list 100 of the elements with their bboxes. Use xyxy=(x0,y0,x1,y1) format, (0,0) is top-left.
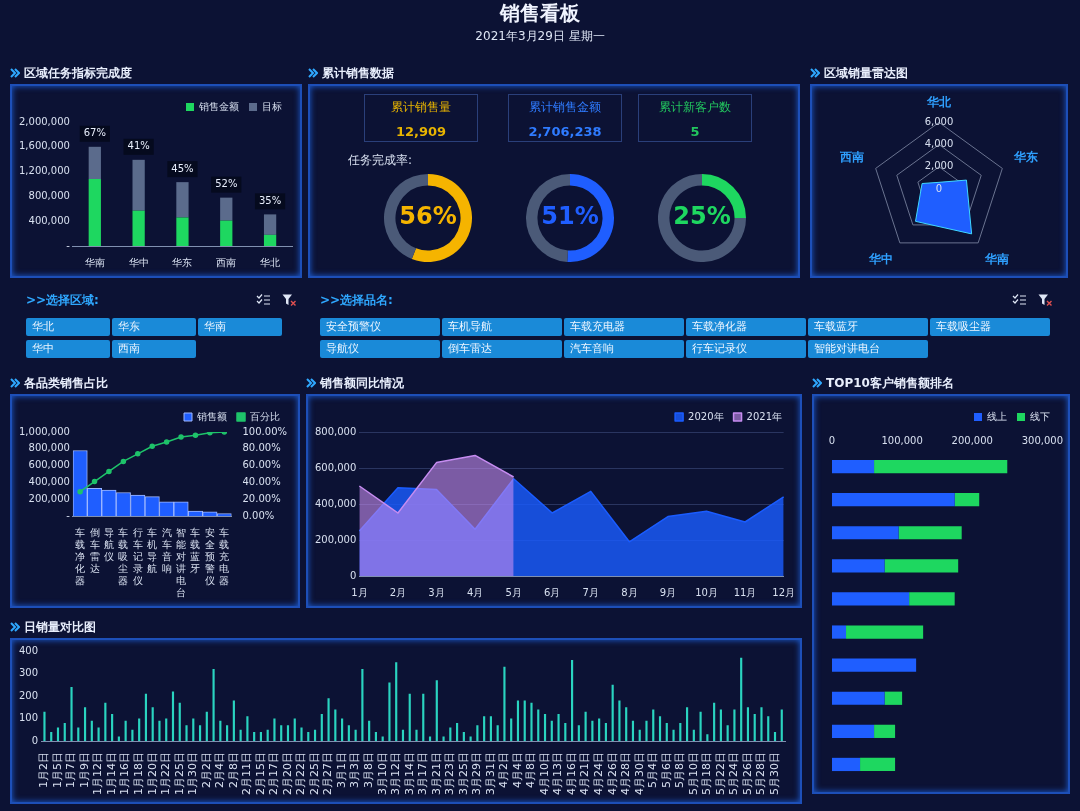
text: 2,706,238 xyxy=(527,124,603,139)
x-tick-label: 倒车雷达 xyxy=(89,526,100,574)
x-tick-label: 华中 xyxy=(128,256,149,268)
legend-label: 百分比 xyxy=(250,410,280,422)
y-tick-label: 400,000 xyxy=(28,214,70,226)
chart-title: 各品类销售占比 xyxy=(24,374,108,392)
x-tick-label: 2月20日 xyxy=(280,752,294,795)
x-tick-label: 2月27日 xyxy=(321,752,335,795)
x-tick-label: 9月 xyxy=(659,586,677,598)
x-tick-label: 1月18日 xyxy=(132,752,146,795)
legend-label: 线下 xyxy=(1030,410,1050,422)
y-tick-label: 1,000,000 xyxy=(18,425,70,437)
legend-label: 线上 xyxy=(987,410,1007,422)
x-tick-label: 0 xyxy=(828,434,836,446)
chart-title: 区域销量雷达图 xyxy=(824,64,908,82)
text: 累计销售金额 xyxy=(528,99,602,116)
y-tick-label: 4,000 xyxy=(924,138,954,150)
y-tick-label: 600,000 xyxy=(28,459,70,471)
x-tick-label: 2月2日 xyxy=(199,752,213,788)
spoke-label: 华东 xyxy=(1012,149,1038,164)
x-tick-label: 1月30日 xyxy=(186,752,200,795)
x-tick-label: 3月25日 xyxy=(456,752,470,795)
text: 任务完成率: xyxy=(348,152,413,169)
x-tick-label: 1月20日 xyxy=(145,752,159,795)
y2-tick-label: 100.00% xyxy=(242,425,288,437)
y2-tick-label: 40.00% xyxy=(242,475,281,487)
text: 西南 xyxy=(112,340,196,358)
x-tick-label: 5月26日 xyxy=(740,752,754,795)
x-tick-label: 300,000 xyxy=(1021,434,1063,446)
annotation: 35% xyxy=(258,194,282,206)
x-tick-label: 4月24日 xyxy=(592,752,605,795)
x-tick-label: 4月10日 xyxy=(537,752,551,795)
y-tick-label: 100 xyxy=(18,712,39,724)
x-tick-label: 5月6日 xyxy=(659,752,673,788)
x-tick-label: 3月12日 xyxy=(389,752,403,795)
x-tick-label: 200,000 xyxy=(951,434,993,446)
x-tick-label: 5月28日 xyxy=(754,752,768,795)
x-tick-label: 3月21日 xyxy=(429,752,443,795)
x-tick-label: 1月 xyxy=(351,586,368,598)
y-tick-label: 6,000 xyxy=(924,115,954,127)
annotation: 45% xyxy=(171,162,194,174)
y-tick-label: - xyxy=(66,509,71,521)
x-tick-label: 4月28日 xyxy=(619,752,633,795)
text: 销售看板 xyxy=(498,0,581,27)
x-tick-label: 1月5日 xyxy=(50,752,64,788)
x-tick-label: 1月12日 xyxy=(91,752,105,795)
y-tick-label: 200,000 xyxy=(28,492,70,504)
x-tick-label: 3月10日 xyxy=(375,752,389,795)
legend-label: 销售金额 xyxy=(198,100,239,112)
spoke-label: 华北 xyxy=(926,95,952,110)
chart-title: 日销量对比图 xyxy=(24,618,96,636)
x-tick-label: 2月25日 xyxy=(307,752,321,795)
x-tick-label: 2月22日 xyxy=(294,752,308,795)
data-label: 56% xyxy=(399,202,457,231)
x-tick-label: 5月24日 xyxy=(727,752,741,795)
text: 行车记录仪 xyxy=(686,340,806,358)
x-tick-label: 行车记录仪 xyxy=(132,526,143,586)
y-tick-label: 800,000 xyxy=(28,442,70,454)
text: 累计销售数据 xyxy=(322,64,394,82)
x-tick-label: 7月 xyxy=(582,586,599,598)
x-tick-label: 3月3日 xyxy=(348,752,362,788)
text: 12,909 xyxy=(394,124,448,139)
x-tick-label: 5月18日 xyxy=(700,752,714,795)
x-tick-label: 1月7日 xyxy=(64,752,78,788)
x-tick-label: 华东 xyxy=(172,256,193,268)
x-tick-label: 车载充电器 xyxy=(219,526,230,586)
x-tick-label: 1月25日 xyxy=(172,752,186,795)
y-tick-label: 400,000 xyxy=(28,475,70,487)
x-tick-label: 3月23日 xyxy=(443,752,457,795)
text: 5 xyxy=(689,124,701,139)
x-tick-label: 2月 xyxy=(389,586,407,598)
x-tick-label: 2月8日 xyxy=(226,752,240,788)
x-tick-label: 5月10日 xyxy=(686,752,700,795)
text: >>选择品名: xyxy=(320,292,393,309)
text: 累计销售量 xyxy=(390,99,452,116)
chart-title: TOP10客户销售额排名 xyxy=(826,374,954,392)
x-tick-label: 车载蓝牙 xyxy=(190,526,201,574)
x-tick-label: 6月 xyxy=(544,586,561,598)
annotation: 52% xyxy=(215,178,238,190)
x-tick-label: 车载净化器 xyxy=(75,526,86,586)
x-tick-label: 西南 xyxy=(216,256,237,268)
x-tick-label: 4月26日 xyxy=(605,752,619,795)
text: 车载蓝牙 xyxy=(808,318,928,336)
x-tick-label: 3月29日 xyxy=(470,752,484,795)
x-tick-label: 3月8日 xyxy=(362,752,376,788)
x-tick-label: 12月 xyxy=(772,586,795,598)
y-tick-label: 0 xyxy=(31,734,39,746)
x-tick-label: 3月31日 xyxy=(483,752,497,795)
y2-tick-label: 0.00% xyxy=(242,509,275,521)
chart-title: 区域任务指标完成度 xyxy=(24,64,132,82)
text: 导航仪 xyxy=(320,340,440,358)
x-tick-label: 5月4日 xyxy=(646,752,660,788)
x-tick-label: 4月13日 xyxy=(551,752,565,795)
x-tick-label: 4月8日 xyxy=(524,752,538,788)
data-label: 25% xyxy=(673,202,731,231)
x-tick-label: 安全预警仪 xyxy=(204,526,215,586)
x-tick-label: 5月8日 xyxy=(673,752,687,788)
text: 智能对讲电台 xyxy=(808,340,928,358)
x-tick-label: 华北 xyxy=(260,256,281,268)
spoke-label: 西南 xyxy=(839,149,865,164)
